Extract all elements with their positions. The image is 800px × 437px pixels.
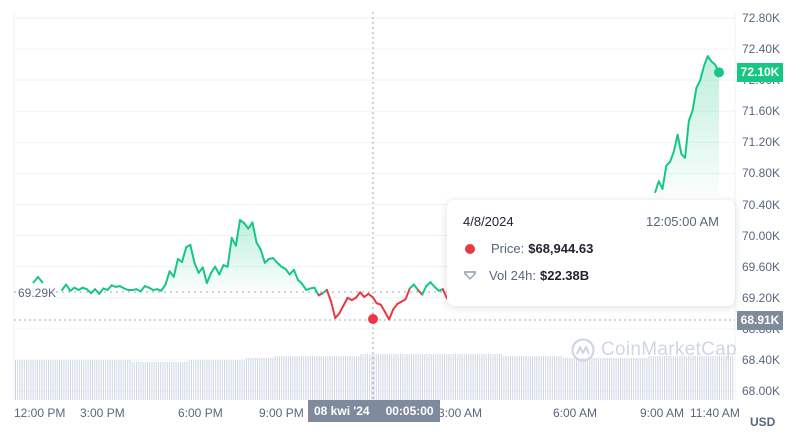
- crosshair-time: 00:05:00: [385, 404, 434, 418]
- y-tick-label: 71.60K: [742, 104, 781, 119]
- tooltip-price-row: Price: $68,944.63: [463, 241, 719, 256]
- baseline-price-label: 69.29K: [18, 286, 57, 300]
- price-spike-marker: [32, 275, 44, 284]
- x-tick-label: 9:00 PM: [259, 406, 304, 420]
- volume-shield-icon: [464, 271, 476, 280]
- crosshair-time-label: 08 kwi '24 00:05:00: [308, 400, 440, 422]
- price-area-fill: [62, 220, 447, 291]
- tooltip-price-label: Price:: [491, 241, 525, 256]
- tooltip-volume-value: $22.38B: [540, 268, 590, 283]
- y-tick-label: 71.20K: [742, 135, 781, 150]
- hover-price-badge: 68.91K: [737, 311, 783, 330]
- hover-point-marker: [368, 314, 378, 324]
- y-tick-label: 69.60K: [742, 259, 781, 274]
- volume-bars: [15, 354, 734, 400]
- currency-label: USD: [750, 415, 776, 429]
- tooltip-time: 12:05:00 AM: [646, 214, 719, 229]
- price-dot-icon: [465, 243, 475, 254]
- x-tick-label: 6:00 PM: [178, 406, 223, 420]
- tooltip-volume-row: Vol 24h: $22.38B: [463, 268, 719, 283]
- x-tick-label: 3:00 AM: [438, 406, 483, 420]
- tooltip-price-value: $68,944.63: [528, 241, 594, 256]
- y-tick-label: 68.00K: [742, 384, 781, 398]
- current-price-badge: 72.10K: [737, 63, 783, 82]
- coinmarketcap-logo-icon: [571, 338, 595, 362]
- y-tick-label: 68.40K: [742, 352, 781, 367]
- y-tick-label: 70.80K: [742, 166, 781, 181]
- x-tick-label: 9:00 AM: [640, 406, 685, 420]
- chart-tooltip: 4/8/2024 12:05:00 AM Price: $68,944.63 V…: [447, 200, 735, 306]
- x-tick-label: 3:00 PM: [80, 406, 125, 420]
- y-tick-label: 70.00K: [742, 228, 781, 243]
- x-tick-label: 12:00 PM: [14, 406, 66, 420]
- tooltip-date: 4/8/2024: [463, 214, 514, 229]
- coinmarketcap-watermark: CoinMarketCap: [571, 338, 737, 362]
- y-tick-label: 72.40K: [742, 42, 781, 57]
- current-price-marker: [714, 67, 724, 78]
- crosshair-date: 08 kwi '24: [314, 404, 370, 418]
- price-line: [61, 55, 720, 321]
- tooltip-volume-label: Vol 24h:: [489, 268, 536, 283]
- watermark-text: CoinMarketCap: [601, 339, 737, 360]
- y-tick-label: 69.20K: [742, 290, 781, 305]
- y-tick-label: 72.80K: [742, 11, 781, 25]
- y-tick-label: 70.40K: [742, 197, 781, 212]
- x-tick-label: 6:00 AM: [553, 406, 598, 420]
- x-tick-label: 11:40 AM: [690, 406, 740, 420]
